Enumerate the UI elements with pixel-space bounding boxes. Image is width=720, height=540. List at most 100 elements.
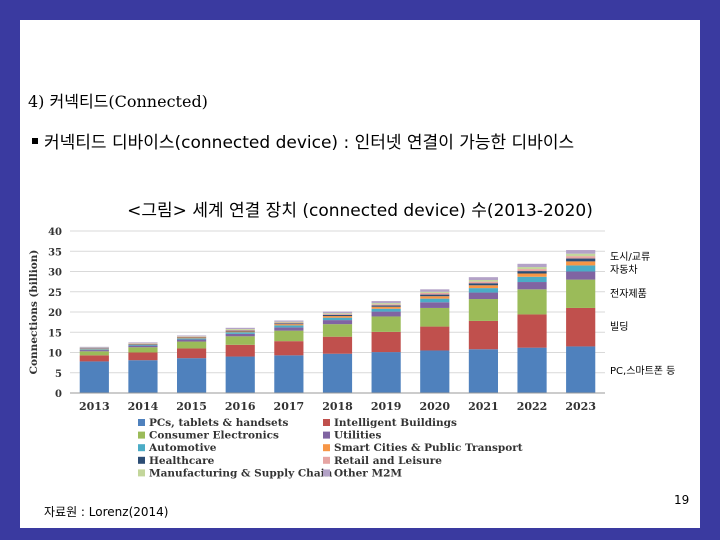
chart-annotation: PC,스마트폰 등 — [610, 365, 675, 377]
y-tick-label: 25 — [48, 288, 62, 299]
chart-annotation: 도시/교류 — [610, 251, 650, 263]
bar-segment — [566, 253, 596, 257]
bar-segment — [79, 350, 109, 352]
bar-segment — [128, 344, 158, 346]
legend: PCs, tablets & handsets Intelligent Build… — [138, 417, 523, 479]
bar-segment — [322, 317, 353, 321]
legend-label: Automotive — [148, 442, 217, 454]
bar-segment — [517, 271, 547, 274]
bar-segment — [420, 307, 450, 327]
bar-segment — [566, 256, 596, 259]
bar-segment — [322, 313, 353, 315]
legend-swatch — [138, 456, 145, 464]
bar-segment — [274, 323, 304, 325]
bar-segment — [274, 324, 304, 326]
x-tick-label: 2013 — [79, 400, 110, 413]
bar-segment — [517, 273, 547, 277]
bar-segment — [566, 265, 596, 272]
legend-swatch — [138, 431, 145, 439]
slide-heading: 4) 커넥티드(Connected) — [28, 92, 208, 111]
bar-segment — [468, 299, 498, 321]
bar-segment — [468, 292, 498, 300]
bar-segment — [468, 280, 498, 282]
bar-segment — [274, 355, 304, 393]
x-tick-label: 2022 — [517, 400, 548, 413]
source-note: 자료원 : Lorenz(2014) — [44, 505, 169, 519]
x-tick-label: 2014 — [128, 400, 159, 413]
y-tick-label: 10 — [48, 349, 62, 360]
page-number: 19 — [674, 493, 690, 507]
bar-segment — [517, 276, 547, 283]
legend-label: Manufacturing & Supply Chain — [149, 467, 333, 479]
bar-segment — [420, 326, 450, 351]
bar-segment — [566, 307, 596, 347]
bars — [79, 250, 596, 393]
bar-segment — [468, 320, 498, 350]
bar-segment — [371, 311, 401, 317]
y-tick-label: 20 — [48, 308, 62, 319]
legend-swatch — [138, 469, 145, 477]
bar-segment — [566, 346, 596, 393]
bar-segment — [566, 258, 596, 262]
bar-segment — [517, 347, 547, 393]
chart-title: <그림> 세계 연결 장치 (connected device) 수(2013-… — [127, 201, 593, 221]
bar-segment — [128, 345, 158, 348]
chart: 0 5 10 15 20 25 30 35 40 Connections (billion) 201… — [28, 227, 675, 479]
bar-segment — [420, 296, 450, 299]
legend-swatch — [138, 419, 145, 426]
bar-segment — [274, 325, 304, 328]
bar-segment — [177, 337, 207, 339]
bar-segment — [566, 271, 596, 280]
bar-segment — [371, 304, 401, 306]
chart-annotation: 자동차 — [610, 264, 638, 276]
bar-segment — [177, 339, 207, 342]
bar-segment — [420, 289, 450, 292]
bar-segment — [177, 335, 207, 337]
bar-segment — [517, 269, 547, 272]
x-tick-label: 2015 — [176, 400, 207, 413]
bar-segment — [225, 329, 255, 330]
bar-segment — [371, 305, 401, 307]
bar-segment — [371, 352, 401, 393]
legend-swatch — [323, 456, 330, 464]
bar-segment — [225, 356, 255, 393]
bar-segment — [371, 308, 401, 312]
bar-segment — [371, 331, 401, 353]
bar-segment — [468, 281, 498, 284]
bar-segment — [322, 324, 353, 337]
bar-segment — [468, 285, 498, 289]
y-tick-label: 30 — [48, 268, 62, 279]
y-tick-label: 35 — [48, 247, 62, 258]
legend-label: Healthcare — [149, 455, 215, 467]
bar-segment — [177, 341, 207, 349]
bar-segment — [177, 348, 207, 359]
bar-segment — [420, 292, 450, 295]
legend-label: PCs, tablets & handsets — [149, 417, 289, 429]
bar-segment — [79, 361, 109, 393]
bar-segment — [371, 316, 401, 332]
bar-segment — [274, 322, 304, 324]
bar-segment — [225, 327, 255, 330]
bar-segment — [274, 330, 304, 342]
y-tick-label: 5 — [55, 369, 62, 380]
bar-segment — [128, 352, 158, 361]
axes: 0 5 10 15 20 25 30 35 40 Connections (billion) 201… — [28, 227, 605, 413]
y-tick-label: 0 — [55, 389, 62, 400]
bullet-item: 커넥티드 디바이스(connected device) : 인터넷 연결이 가능… — [32, 132, 692, 154]
y-axis-label: Connections (billion) — [28, 250, 40, 375]
bar-segment — [517, 314, 547, 348]
bar-segment — [128, 360, 158, 393]
bar-segment — [566, 279, 596, 308]
legend-label: Other M2M — [334, 467, 402, 479]
legend-swatch — [323, 419, 330, 426]
bar-segment — [517, 289, 547, 315]
legend-label: Consumer Electronics — [149, 430, 279, 442]
bar-segment — [225, 330, 255, 332]
y-tick-label: 40 — [48, 227, 62, 238]
bar-segment — [517, 267, 547, 270]
bar-segment — [274, 327, 304, 331]
bar-segment — [420, 294, 450, 297]
bar-segment — [322, 314, 353, 317]
legend-swatch — [323, 431, 330, 439]
y-tick-label: 15 — [48, 328, 62, 339]
